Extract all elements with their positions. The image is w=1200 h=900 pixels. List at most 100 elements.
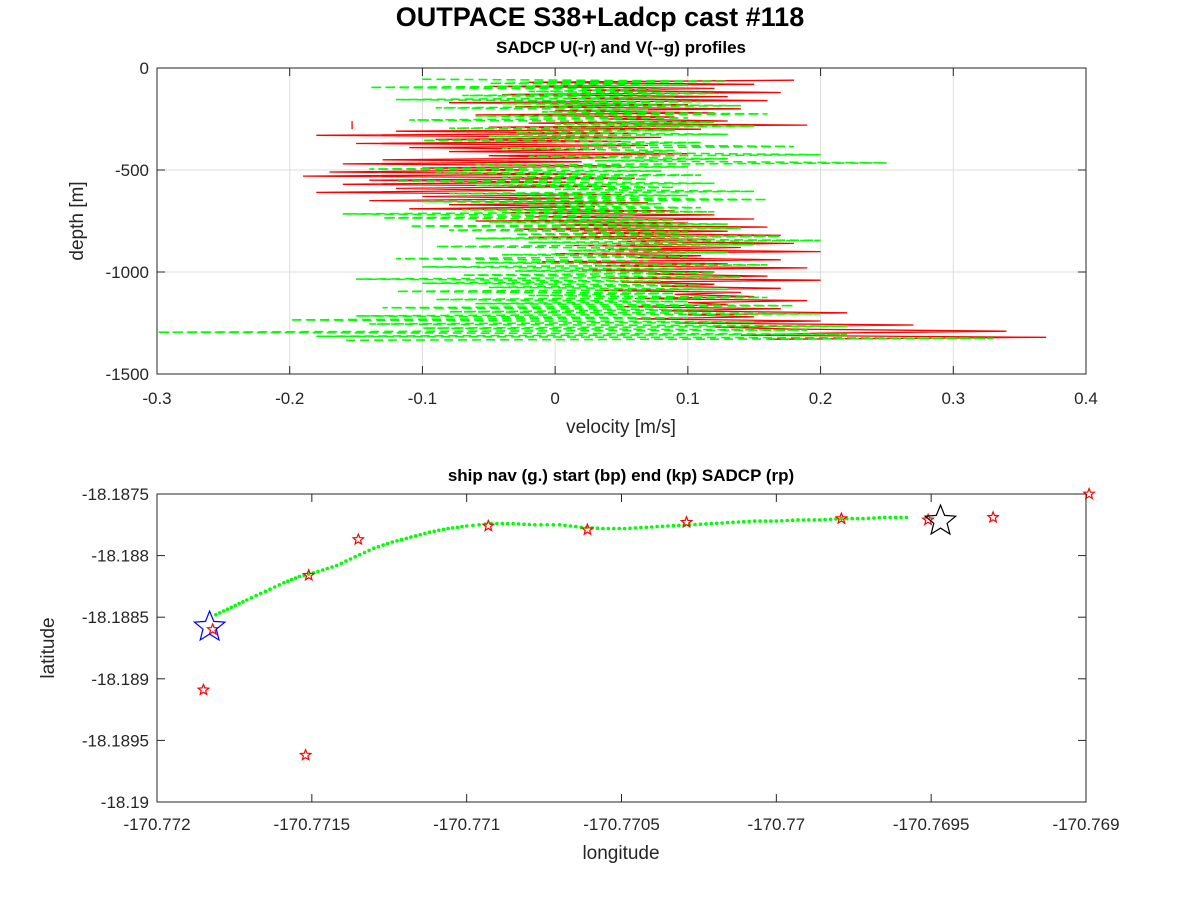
ship-nav-point bbox=[763, 519, 768, 523]
ship-nav-point bbox=[233, 603, 237, 608]
nav-x-tick-label: -170.77 bbox=[747, 815, 805, 834]
sadcp-marker bbox=[351, 532, 366, 546]
ship-nav-point bbox=[399, 537, 404, 542]
ship-nav-point bbox=[677, 523, 681, 528]
ship-nav-point bbox=[633, 526, 638, 530]
sadcp-marker bbox=[481, 518, 496, 532]
ship-nav-point bbox=[464, 524, 469, 528]
ship-nav-point bbox=[527, 522, 532, 527]
profiles-y-tick-label: -1500 bbox=[106, 365, 149, 384]
ship-nav-point bbox=[752, 519, 757, 523]
profiles-x-tick-label: 0.4 bbox=[1074, 389, 1098, 408]
ship-nav-point bbox=[325, 566, 330, 571]
ship-nav-point bbox=[725, 520, 730, 525]
profiles-y-tick-label: -1000 bbox=[106, 263, 149, 282]
profiles-title: SADCP U(-r) and V(--g) profiles bbox=[496, 38, 746, 57]
profiles-x-tick-label: 0 bbox=[550, 389, 559, 408]
sadcp-marker bbox=[986, 510, 1000, 524]
ship-nav-point bbox=[254, 593, 258, 598]
nav-x-label: longitude bbox=[582, 843, 659, 864]
nav-y-tick-label: -18.189 bbox=[91, 670, 149, 689]
ship-nav-point bbox=[563, 523, 567, 528]
ship-nav-point bbox=[263, 589, 268, 594]
ship-nav-point bbox=[289, 577, 294, 582]
ship-nav-point bbox=[460, 524, 464, 529]
ship-nav-point bbox=[272, 585, 277, 589]
ship-nav-point bbox=[823, 517, 827, 522]
ship-nav-point bbox=[214, 612, 218, 617]
ship-nav-point bbox=[229, 605, 234, 610]
ship-nav-point bbox=[221, 609, 226, 613]
ship-nav-point bbox=[249, 596, 254, 600]
ship-nav-point bbox=[790, 518, 795, 522]
profile-line-v bbox=[156, 78, 994, 342]
ship-nav-point bbox=[372, 546, 376, 550]
profiles-y-ticks: 0 -500 -1000 -1500 bbox=[106, 59, 1086, 384]
ship-nav-point bbox=[899, 515, 903, 520]
sadcp-marker bbox=[205, 622, 220, 636]
ship-nav-point bbox=[348, 557, 353, 561]
ship-nav-point bbox=[258, 591, 263, 596]
ship-nav-point bbox=[557, 523, 562, 527]
ship-nav-point bbox=[595, 526, 600, 530]
nav-title: ship nav (g.) start (bp) end (kp) SADCP … bbox=[448, 466, 794, 485]
ship-nav-point bbox=[381, 543, 385, 547]
nav-x-tick-label: -170.7695 bbox=[893, 815, 970, 834]
nav-x-tick-label: -170.7715 bbox=[274, 815, 351, 834]
ship-nav-point bbox=[277, 583, 282, 587]
figure-title: OUTPACE S38+Ladcp cast #118 bbox=[395, 2, 805, 32]
nav-plot-area bbox=[157, 494, 1086, 802]
ship-nav-point bbox=[353, 555, 358, 559]
ship-nav-point bbox=[704, 522, 708, 526]
ship-nav-point bbox=[268, 587, 272, 591]
ship-nav-point bbox=[877, 515, 882, 520]
profiles-x-tick-label: 0.3 bbox=[941, 389, 965, 408]
ship-nav-point bbox=[720, 521, 724, 525]
ship-nav-point bbox=[774, 519, 779, 523]
ship-nav-point bbox=[769, 519, 773, 523]
ship-nav-point bbox=[872, 516, 876, 520]
ship-nav-point bbox=[660, 524, 665, 529]
ship-nav-point bbox=[441, 527, 446, 532]
profiles-axes: SADCP U(-r) and V(--g) profiles -0.3 -0.2… bbox=[67, 38, 1098, 438]
nav-y-tick-label: -18.1895 bbox=[82, 731, 149, 750]
nav-marks bbox=[192, 486, 1096, 761]
ship-nav-point bbox=[698, 522, 703, 526]
ship-nav-point bbox=[617, 526, 621, 531]
ship-nav-point bbox=[655, 524, 659, 529]
ship-nav-point bbox=[866, 516, 871, 521]
nav-y-tick-label: -18.1885 bbox=[82, 608, 149, 627]
ship-nav-point bbox=[649, 525, 654, 529]
nav-x-tick-label: -170.772 bbox=[123, 815, 190, 834]
ship-nav-point bbox=[500, 521, 505, 526]
start-marker bbox=[192, 609, 227, 642]
ship-nav-point bbox=[612, 526, 616, 531]
ship-nav-point bbox=[367, 548, 371, 553]
profiles-x-label: velocity [m/s] bbox=[566, 417, 676, 438]
ship-nav-point bbox=[747, 519, 751, 524]
ship-nav-point bbox=[437, 528, 441, 533]
ship-nav-point bbox=[888, 515, 892, 520]
ship-nav-point bbox=[551, 523, 556, 527]
ship-nav-point bbox=[358, 552, 362, 557]
ship-nav-point bbox=[376, 544, 381, 549]
ship-nav-point bbox=[316, 569, 320, 574]
ship-nav-point bbox=[225, 607, 230, 611]
ship-nav-point bbox=[904, 515, 909, 520]
sadcp-marker bbox=[196, 682, 211, 696]
ship-nav-point bbox=[505, 521, 510, 526]
ship-nav-point bbox=[785, 518, 789, 523]
ship-nav-point bbox=[893, 515, 898, 520]
profiles-x-tick-label: -0.3 bbox=[142, 389, 171, 408]
ship-nav-point bbox=[796, 518, 800, 522]
ship-nav-point bbox=[574, 524, 578, 529]
ship-nav-point bbox=[418, 532, 423, 537]
ship-nav-point bbox=[427, 530, 432, 534]
nav-x-tick-label: -170.771 bbox=[433, 815, 500, 834]
ship-nav-point bbox=[516, 522, 521, 526]
ship-nav-point bbox=[709, 521, 714, 526]
ship-nav-point bbox=[217, 611, 222, 615]
ship-nav-point bbox=[828, 517, 833, 522]
ship-nav-point bbox=[455, 525, 460, 530]
sadcp-marker bbox=[834, 511, 849, 525]
